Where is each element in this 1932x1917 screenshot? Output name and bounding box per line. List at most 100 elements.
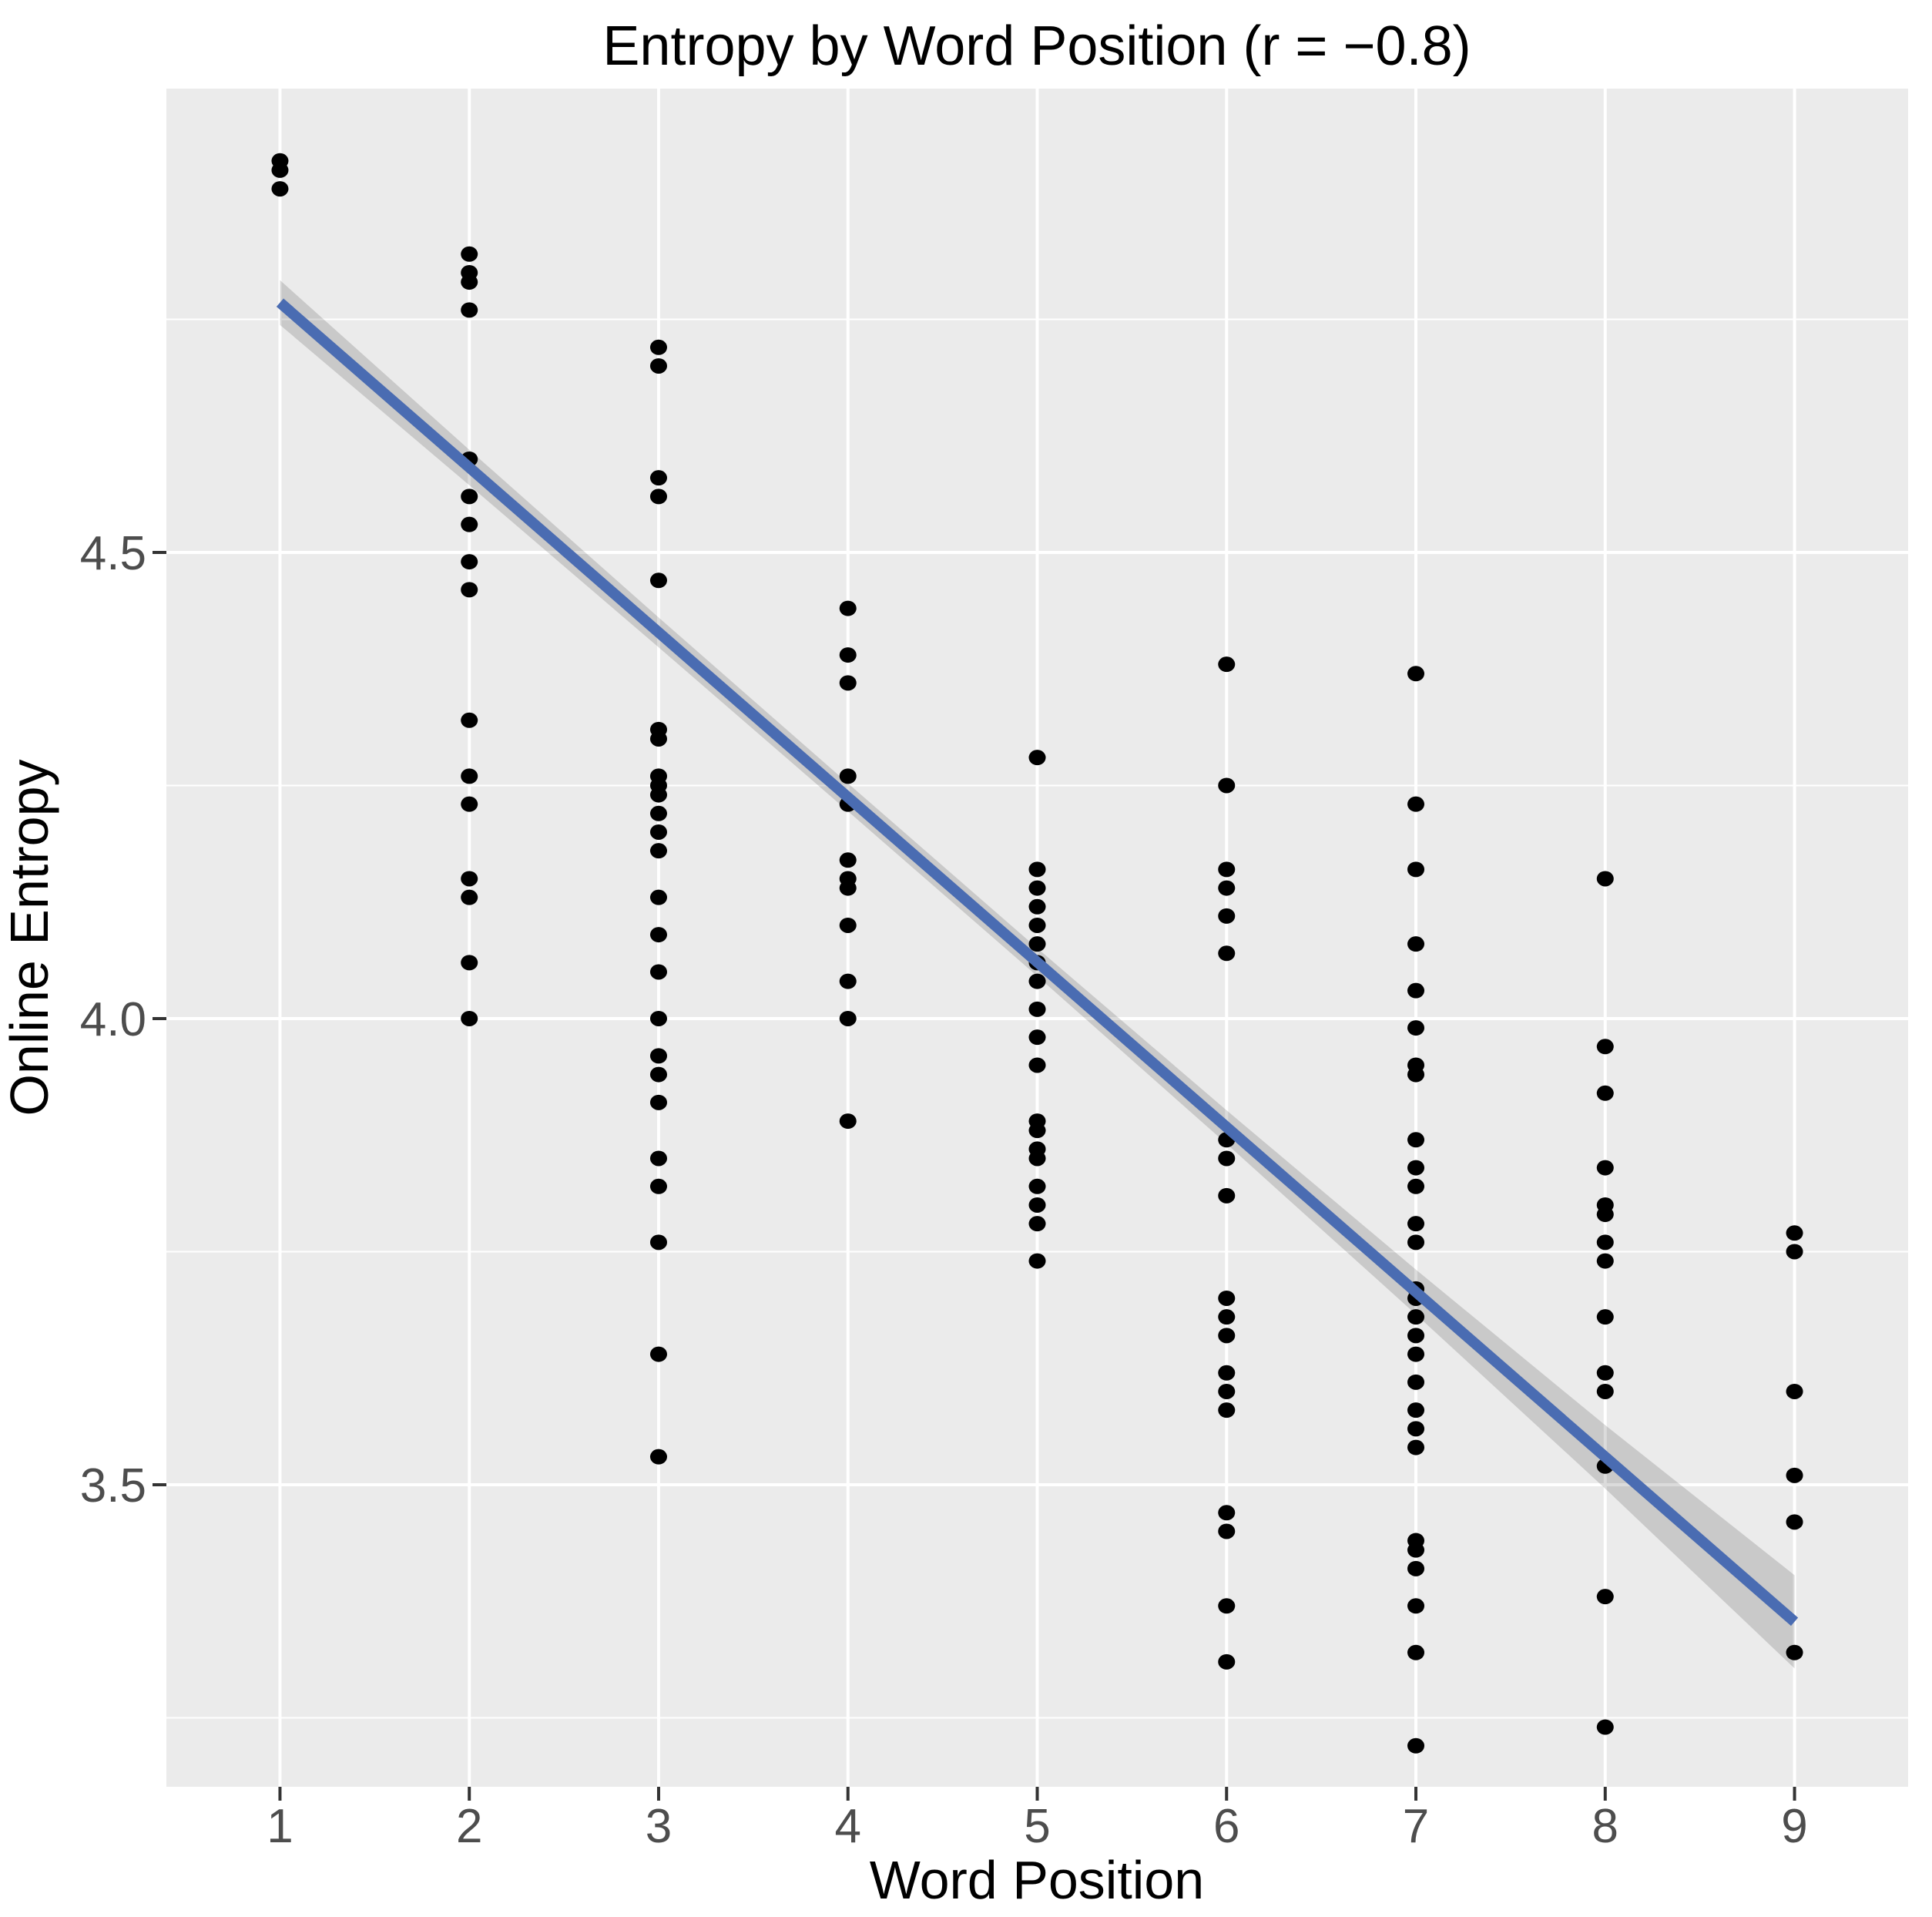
data-point xyxy=(461,768,478,784)
data-point xyxy=(649,1449,667,1465)
data-point xyxy=(1596,871,1614,887)
data-point xyxy=(1028,1216,1046,1232)
data-point xyxy=(1407,1020,1425,1036)
data-point xyxy=(649,1178,667,1194)
data-point xyxy=(1407,1374,1425,1390)
data-point xyxy=(649,1346,667,1362)
data-point xyxy=(839,647,857,663)
data-point xyxy=(1786,1467,1803,1483)
x-tick-label: 9 xyxy=(1781,1800,1807,1853)
data-point xyxy=(1028,1197,1046,1213)
data-point xyxy=(1407,1644,1425,1660)
x-tick-label: 5 xyxy=(1024,1800,1050,1853)
data-point xyxy=(839,973,857,989)
data-point xyxy=(1028,861,1046,878)
data-point xyxy=(649,787,667,803)
data-point xyxy=(1407,1542,1425,1558)
data-point xyxy=(1218,1523,1236,1539)
data-point xyxy=(839,600,857,616)
data-point xyxy=(1028,1029,1046,1046)
x-axis-tick-labels: 1 2 3 4 5 6 7 8 9 xyxy=(267,1800,1808,1853)
data-point xyxy=(649,358,667,374)
data-point xyxy=(1028,1001,1046,1017)
data-point xyxy=(649,1150,667,1167)
data-point xyxy=(461,554,478,570)
chart-title: Entropy by Word Position (r = −0.8) xyxy=(602,15,1471,77)
data-point xyxy=(839,880,857,896)
data-point xyxy=(1218,1365,1236,1381)
data-point xyxy=(1218,1653,1236,1670)
data-point xyxy=(1407,1216,1425,1232)
data-point xyxy=(1028,917,1046,933)
data-point xyxy=(1407,796,1425,812)
data-point xyxy=(1596,1160,1614,1176)
data-point xyxy=(1407,1160,1425,1176)
data-point xyxy=(1407,1346,1425,1362)
data-point xyxy=(649,889,667,905)
data-point xyxy=(461,955,478,971)
data-point xyxy=(1786,1514,1803,1530)
data-point xyxy=(1596,1383,1614,1399)
data-point xyxy=(1218,1150,1236,1167)
y-tick-label: 3.5 xyxy=(80,1459,146,1512)
x-tick-label: 3 xyxy=(646,1800,672,1853)
x-axis-title: Word Position xyxy=(870,1850,1204,1910)
data-point xyxy=(1218,1187,1236,1204)
data-point xyxy=(649,572,667,589)
y-axis-tick-labels: 3.5 4.0 4.5 xyxy=(80,527,146,1512)
data-point xyxy=(461,582,478,598)
data-point xyxy=(1218,1402,1236,1418)
y-axis-title: Online Entropy xyxy=(0,759,59,1116)
data-point xyxy=(649,1048,667,1064)
data-point xyxy=(1596,1719,1614,1735)
data-point xyxy=(1218,1328,1236,1344)
data-point xyxy=(649,339,667,355)
data-point xyxy=(1407,1328,1425,1344)
data-point xyxy=(461,246,478,262)
data-point xyxy=(461,889,478,905)
data-point xyxy=(1596,1365,1614,1381)
data-point xyxy=(649,488,667,505)
data-point xyxy=(1786,1644,1803,1660)
data-point xyxy=(1028,973,1046,989)
data-point xyxy=(1218,945,1236,962)
data-point xyxy=(1028,1057,1046,1073)
data-point xyxy=(1407,982,1425,999)
data-point xyxy=(1407,1132,1425,1148)
x-tick-label: 8 xyxy=(1592,1800,1618,1853)
data-point xyxy=(461,796,478,812)
data-point xyxy=(839,675,857,691)
data-point xyxy=(1028,1178,1046,1194)
data-point xyxy=(1218,1505,1236,1521)
data-point xyxy=(1028,898,1046,915)
data-point xyxy=(649,1010,667,1026)
data-point xyxy=(1218,1598,1236,1614)
data-point xyxy=(1596,1207,1614,1223)
y-tick-label: 4.0 xyxy=(80,993,146,1046)
data-point xyxy=(1407,1234,1425,1251)
data-point xyxy=(1218,861,1236,878)
data-point xyxy=(649,1066,667,1083)
data-point xyxy=(1407,1402,1425,1418)
data-point xyxy=(1028,1253,1046,1269)
data-point xyxy=(1407,861,1425,878)
data-point xyxy=(1407,1439,1425,1455)
data-point xyxy=(839,1010,857,1026)
data-point xyxy=(839,1113,857,1130)
x-tick-label: 7 xyxy=(1403,1800,1429,1853)
data-point xyxy=(1218,777,1236,794)
data-point xyxy=(1407,1598,1425,1614)
data-point xyxy=(649,964,667,980)
data-point xyxy=(271,181,289,197)
data-point xyxy=(461,871,478,887)
data-point xyxy=(461,1010,478,1026)
data-point xyxy=(271,162,289,178)
data-point xyxy=(461,302,478,318)
x-tick-label: 4 xyxy=(834,1800,860,1853)
data-point xyxy=(1407,1066,1425,1083)
regression-line-layer xyxy=(276,298,1799,1627)
data-point xyxy=(1786,1225,1803,1241)
axis-tick-marks xyxy=(153,550,1796,1801)
data-point xyxy=(649,470,667,486)
